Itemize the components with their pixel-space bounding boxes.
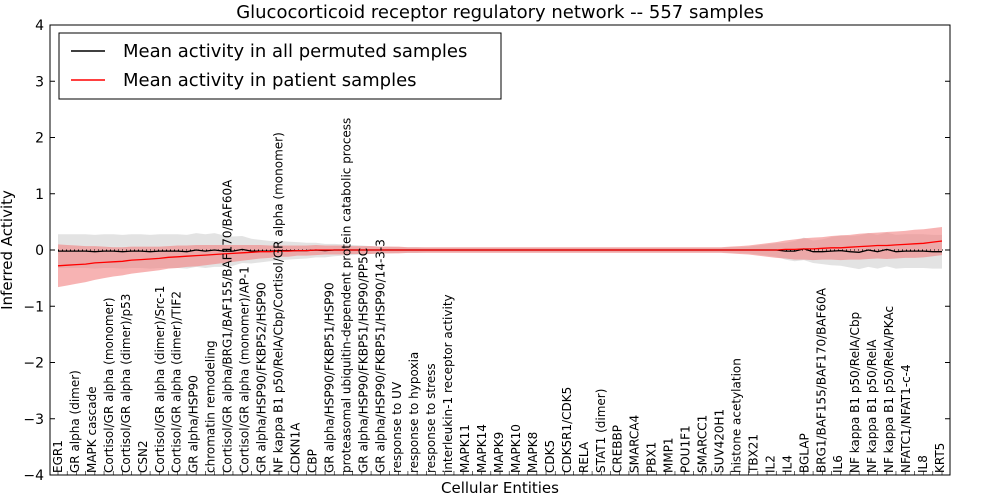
y-tick-label: 2 [35,131,44,147]
entity-label: TBX21 [746,434,760,474]
y-tick-label: −2 [23,356,44,372]
entity-label: GR alpha/HSP90/FKBP51/HSP90/14-3-3 [373,239,387,473]
entity-label: response to stress [424,363,438,473]
entity-label: CBP [305,449,319,473]
entity-label: SMARCA4 [628,415,642,473]
entity-label: GR alpha/HSP90 [187,375,201,473]
y-tick-label: −3 [23,412,44,428]
y-tick-label: 0 [35,243,44,259]
entity-label: response to UV [390,381,404,473]
entity-label: IL8 [916,455,930,473]
entity-labels: EGR1 GR alpha (dimer) MAPK cascade Cortisol… [51,118,947,474]
entity-label: Cortisol/GR alpha (monomer) [102,297,116,473]
entity-label: MAPK cascade [85,386,99,473]
x-axis-label: Cellular Entities [441,479,559,497]
entity-label: CSN2 [136,440,150,473]
entity-label: proteasomal ubiquitin-dependent protein … [339,118,353,473]
entity-label: Cortisol/GR alpha (monomer)/AP-1 [238,266,252,473]
entity-label: BRG1/BAF155/BAF170/BAF60A [814,287,828,473]
entity-label: CREBBP [611,425,625,473]
entity-label: MAPK10 [509,424,523,473]
entity-label: IL4 [780,455,794,473]
entity-label: response to hypoxia [407,352,421,473]
legend-box [58,32,502,100]
entity-label: Cortisol/GR alpha (dimer)/TIF2 [170,291,184,473]
entity-label: CDK5R1/CDK5 [560,387,574,473]
entity-label: STAT1 (dimer) [594,389,608,473]
entity-label: EGR1 [51,440,65,473]
entity-label: GR alpha/HSP90/FKBP52/HSP90 [255,282,269,473]
entity-label: POU1F1 [679,425,693,473]
y-tick-label: 1 [35,187,44,203]
entity-label: NFATC1/NFAT1-c-4 [899,364,913,473]
entity-label: NF kappa B1 p50/RelA [865,339,879,473]
entity-label: PBX1 [645,442,659,473]
line-series-1 [57,240,943,267]
entity-label: BGLAP [797,433,811,473]
entity-label: MAPK9 [492,432,506,473]
y-axis: −4 −3 −2 −1 0 1 2 3 4 [23,18,950,484]
y-axis-label: Inferred Activity [0,190,16,310]
entity-label: KRT5 [933,443,947,473]
entity-label: GR alpha/HSP90/FKBP51/HSP90/PP5C [356,248,370,473]
entity-label: NF kappa B1 p50/RelA/Cbp/Cortisol/GR alp… [272,132,286,473]
entity-label: CDKN1A [288,422,302,473]
entity-label: histone acetylation [729,358,743,473]
chart-title: Glucocorticoid receptor regulatory netwo… [236,2,764,23]
entity-label: Cortisol/GR alpha (dimer)/Src-1 [153,286,167,473]
entity-label: RELA [577,441,591,473]
entity-label: MAPK8 [526,432,540,473]
entity-label: GR alpha (dimer) [68,370,82,473]
entity-label: NF kappa B1 p50/RelA/Cbp [848,312,862,473]
entity-label: chromatin remodeling [204,340,218,473]
entity-label: GR alpha/HSP90/FKBP51/HSP90 [322,282,336,473]
legend: Mean activity in all permuted samples Me… [58,32,502,100]
entity-label: interleukin-1 receptor activity [441,294,455,473]
entity-label: SMARCC1 [696,415,710,473]
entity-label: MAPK14 [475,424,489,473]
legend-entry-patient: Mean activity in patient samples [123,70,417,91]
entity-label: NF kappa B1 p50/RelA/PKAc [882,306,896,473]
entity-label: Cortisol/GR alpha (dimer)/p53 [119,294,133,473]
entity-label: MAPK11 [458,424,472,473]
y-tick-label: −4 [23,468,44,484]
legend-entry-permuted: Mean activity in all permuted samples [123,41,467,62]
entity-label: IL2 [763,455,777,473]
band-series-1 [58,226,942,288]
entity-label: Cortisol/GR alpha/BRG1/BAF155/BAF170/BAF… [221,179,235,473]
entity-label: MMP1 [662,437,676,473]
entity-label: IL6 [831,455,845,473]
y-tick-label: 3 [35,74,44,90]
y-tick-label: −1 [23,299,44,315]
entity-label: SUV420H1 [713,409,727,473]
y-tick-label: 4 [35,18,44,34]
entity-label: CDK5 [543,440,557,473]
